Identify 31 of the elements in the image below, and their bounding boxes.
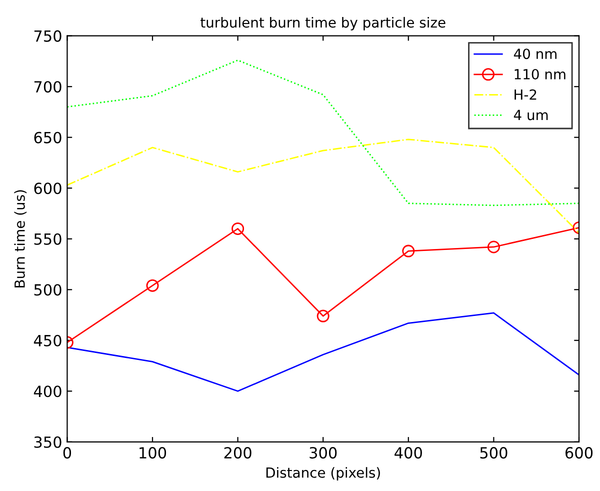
point: [402, 244, 415, 258]
y-tick-label: 500: [34, 284, 62, 296]
x-tick-label: 100: [140, 447, 166, 459]
y-tick-label: 650: [34, 132, 62, 144]
line-series: [67, 60, 579, 206]
point: [232, 222, 244, 235]
line-series: [67, 138, 579, 234]
legend-label: 4 um: [514, 110, 548, 120]
y-tick-label: 450: [34, 334, 62, 346]
y-tick-label: 550: [34, 233, 62, 245]
line-series: [67, 312, 579, 392]
y-axis-title: Burn time (us): [14, 190, 27, 288]
chart-title: turbulent burn time by particle size: [200, 16, 446, 30]
x-tick-label: 400: [394, 447, 422, 459]
x-tick-label: 500: [480, 447, 508, 459]
y-tick-label: 750: [34, 30, 62, 42]
point: [487, 240, 500, 254]
x-axis-title: Distance (pixels): [266, 467, 380, 481]
x-tick-label: 300: [310, 447, 337, 459]
point: [316, 310, 330, 322]
y-tick-label: 400: [34, 386, 62, 398]
legend-label: 40 nm: [514, 48, 556, 60]
legend-label: H-2: [514, 89, 536, 100]
y-tick-label: 700: [34, 81, 62, 93]
x-tick-label: 200: [224, 447, 252, 459]
y-tick-label: 350: [34, 436, 62, 448]
y-tick-label: 600: [34, 182, 62, 194]
x-tick-label: 0: [63, 447, 72, 459]
legend-label: 110 nm: [514, 68, 566, 80]
point: [146, 279, 159, 292]
x-tick-label: 600: [565, 447, 593, 459]
